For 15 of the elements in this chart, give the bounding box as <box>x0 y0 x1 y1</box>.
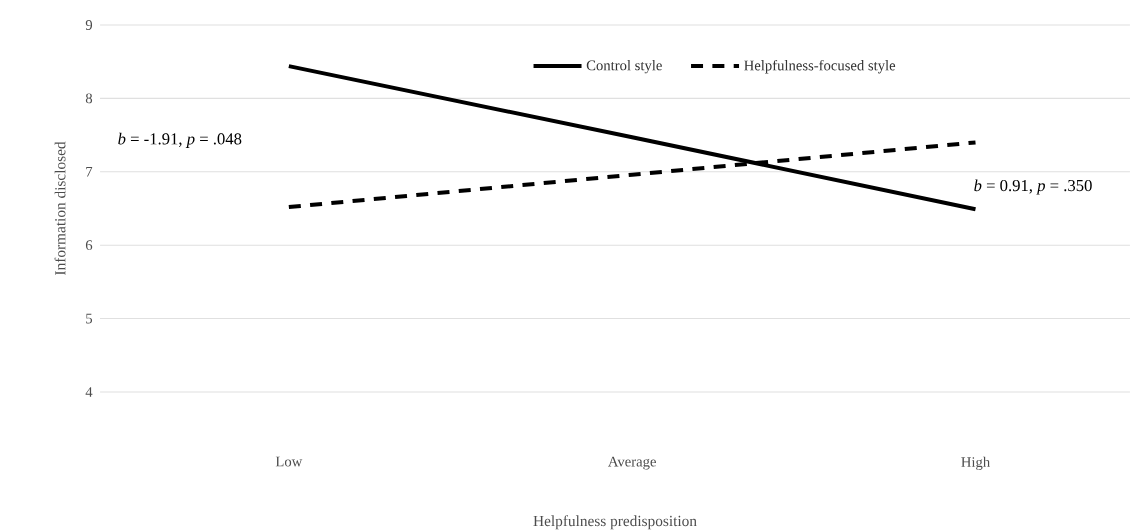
y-tick-label: 4 <box>85 387 93 397</box>
y-tick-label: 6 <box>85 240 93 251</box>
y-tick-label: 9 <box>85 20 93 30</box>
annotation: b = 0.91, p = .350 <box>974 179 1092 195</box>
x-axis-title: Helpfulness predisposition <box>533 515 697 530</box>
legend-label: Helpfulness-focused style <box>744 59 896 74</box>
y-tick-label: 8 <box>85 93 93 104</box>
x-tick-label: High <box>961 456 990 471</box>
x-tick-label: Low <box>275 456 303 467</box>
y-tick-label: 5 <box>86 313 93 324</box>
x-tick-label: Average <box>608 456 656 470</box>
annotation: b = -1.91, p = .048 <box>118 132 242 148</box>
y-axis-title: Information disclosed <box>54 141 66 276</box>
legend-label: Control style <box>586 60 662 74</box>
y-tick-label: 7 <box>86 167 93 177</box>
